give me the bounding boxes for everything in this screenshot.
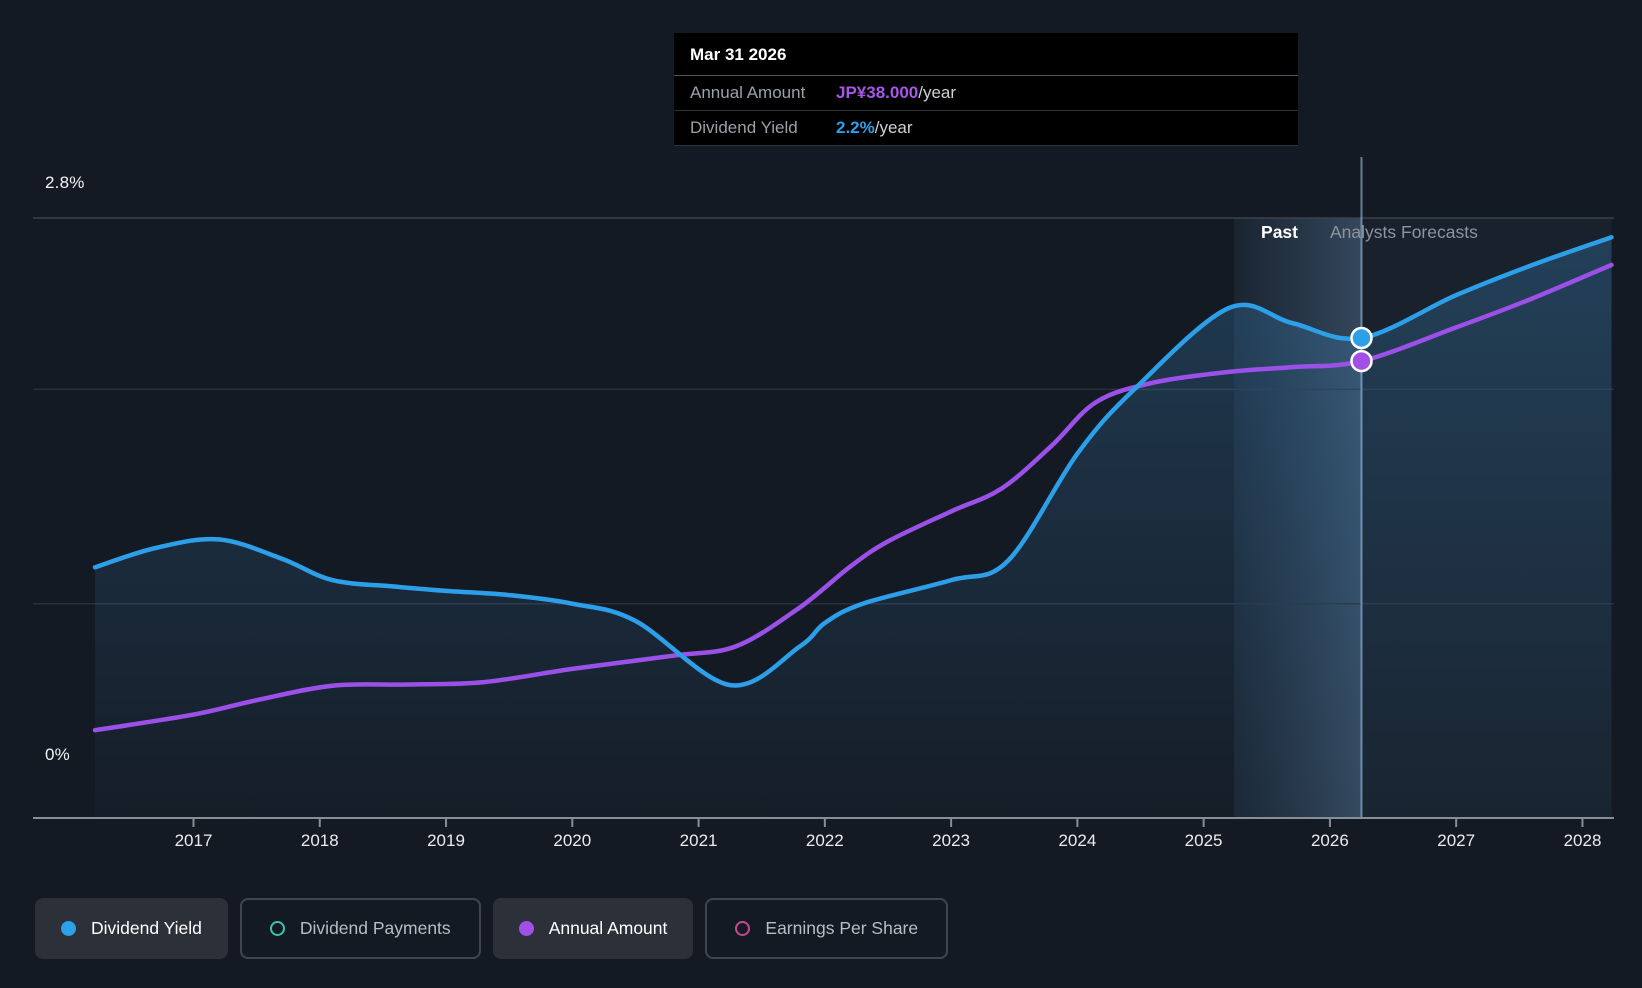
tooltip-rows: Annual Amount JP¥38.000/year Dividend Yiel… — [674, 76, 1298, 146]
year-label-2026: 2026 — [1310, 831, 1349, 850]
y-axis-label-zero: 0% — [45, 745, 70, 764]
chart-legend: Dividend Yield Dividend Payments Annual Am… — [35, 898, 949, 959]
annual-amount-line — [92, 262, 1614, 733]
year-label-2021: 2021 — [679, 831, 718, 850]
tooltip-row-suffix: /year — [918, 83, 957, 102]
legend-dot-icon — [269, 921, 285, 936]
legend-label: Dividend Yield — [91, 918, 202, 938]
legend-pill-dividend-yield[interactable]: Dividend Yield — [35, 898, 228, 959]
dividend-yield-marker[interactable] — [1350, 326, 1373, 350]
past-label: Past — [1261, 222, 1298, 242]
year-label-2024: 2024 — [1058, 831, 1097, 850]
tooltip-row-value: 2.2% — [836, 118, 875, 137]
legend-label: Annual Amount — [548, 918, 668, 938]
annual-amount-marker[interactable] — [1350, 349, 1373, 373]
year-label-2020: 2020 — [553, 831, 592, 850]
tooltip-row-suffix: /year — [874, 118, 913, 137]
year-label-2025: 2025 — [1184, 831, 1223, 850]
year-label-2028: 2028 — [1563, 831, 1602, 850]
dividend-chart[interactable] — [0, 0, 1642, 860]
legend-dot-icon — [735, 921, 751, 936]
tooltip-row-value: JP¥38.000 — [836, 83, 919, 102]
legend-pill-dividend-payments[interactable]: Dividend Payments — [239, 898, 481, 959]
y-axis-label-top: 2.8% — [45, 173, 85, 192]
tooltip-row: Dividend Yield 2.2%/year — [674, 111, 1298, 146]
yield-area-fill — [95, 237, 1612, 819]
tooltip-row-label: Dividend Yield — [690, 118, 798, 137]
legend-pill-earnings-per-share[interactable]: Earnings Per Share — [705, 898, 949, 959]
year-label-2019: 2019 — [427, 831, 465, 850]
forecasts-label: Analysts Forecasts — [1330, 222, 1478, 242]
year-label-2027: 2027 — [1437, 831, 1476, 850]
dividend-yield-line — [92, 235, 1614, 688]
legend-label: Earnings Per Share — [765, 918, 919, 938]
year-label-2023: 2023 — [932, 831, 971, 850]
tooltip-row: Annual Amount JP¥38.000/year — [674, 76, 1298, 111]
legend-label: Dividend Payments — [299, 918, 451, 938]
year-label-2018: 2018 — [300, 831, 339, 850]
tooltip-date: Mar 31 2026 — [674, 33, 1298, 76]
legend-dot-icon — [518, 921, 534, 936]
legend-pill-annual-amount[interactable]: Annual Amount — [492, 898, 694, 959]
year-label-2017: 2017 — [174, 831, 213, 850]
legend-dot-icon — [61, 921, 76, 936]
year-label-2022: 2022 — [805, 831, 844, 850]
chart-tooltip: Mar 31 2026 Annual Amount JP¥38.000/year D… — [674, 33, 1298, 146]
tooltip-row-label: Annual Amount — [690, 83, 806, 102]
